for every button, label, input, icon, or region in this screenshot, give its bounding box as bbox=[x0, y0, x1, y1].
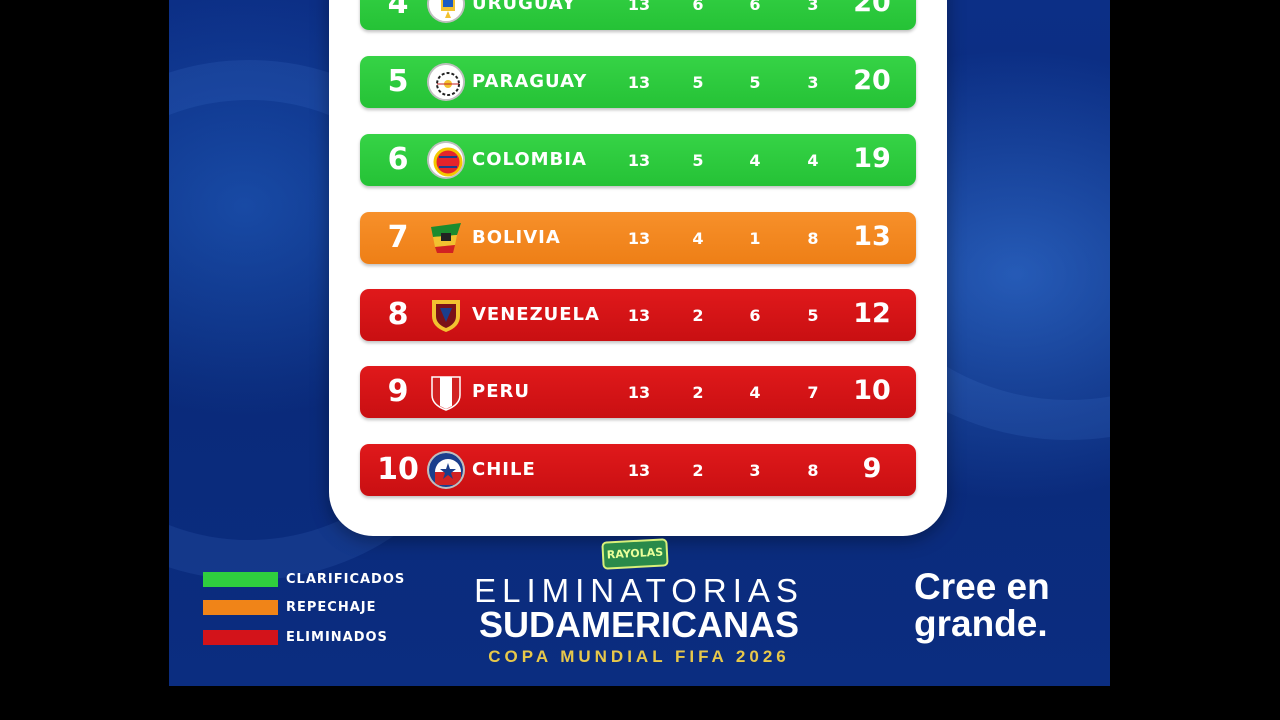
won: 2 bbox=[692, 383, 704, 402]
lost: 3 bbox=[807, 73, 819, 92]
drawn: 4 bbox=[749, 151, 761, 170]
won: 2 bbox=[692, 461, 704, 480]
drawn: 1 bbox=[749, 229, 761, 248]
position-number: 6 bbox=[387, 142, 409, 177]
team-name: COLOMBIA bbox=[472, 149, 587, 170]
won: 5 bbox=[692, 151, 704, 170]
legend-swatch-eliminados bbox=[203, 630, 278, 645]
bolivia-crest-icon bbox=[427, 219, 465, 257]
title-eliminatorias: ELIMINATORIAS bbox=[474, 572, 804, 609]
played: 13 bbox=[627, 0, 651, 14]
standings-graphic: 4 URUGUAY 13 6 6 3 20 5 PARAGUAY 13 5 5 … bbox=[169, 0, 1110, 686]
team-name: BOLIVIA bbox=[472, 227, 561, 248]
played: 13 bbox=[627, 461, 651, 480]
position-number: 5 bbox=[387, 64, 409, 99]
lost: 5 bbox=[807, 306, 819, 325]
won: 4 bbox=[692, 229, 704, 248]
colombia-crest-icon bbox=[427, 141, 465, 179]
points: 19 bbox=[853, 143, 891, 174]
won: 5 bbox=[692, 73, 704, 92]
points: 13 bbox=[853, 221, 891, 252]
lost: 7 bbox=[807, 383, 819, 402]
peru-crest-icon bbox=[427, 373, 465, 411]
lost: 4 bbox=[807, 151, 819, 170]
table-row: 7 BOLIVIA 13 4 1 8 13 bbox=[360, 212, 916, 264]
table-row: 4 URUGUAY 13 6 6 3 20 bbox=[360, 0, 916, 30]
played: 13 bbox=[627, 383, 651, 402]
played: 13 bbox=[627, 73, 651, 92]
points: 20 bbox=[853, 65, 891, 96]
position-number: 8 bbox=[387, 297, 409, 332]
team-name: PERU bbox=[472, 381, 530, 402]
team-name: VENEZUELA bbox=[472, 304, 600, 325]
title-sudamericanas: SUDAMERICANAS bbox=[478, 604, 799, 645]
position-number: 4 bbox=[387, 0, 409, 21]
paraguay-crest-icon bbox=[427, 63, 465, 101]
team-name: URUGUAY bbox=[472, 0, 577, 14]
legend-swatch-repechaje bbox=[203, 600, 278, 615]
venezuela-crest-icon bbox=[427, 296, 465, 334]
legend-label-clasificados: CLARIFICADOS bbox=[286, 572, 406, 587]
position-number: 10 bbox=[377, 452, 419, 487]
points: 9 bbox=[862, 453, 882, 484]
rayolas-logo: RAYOLAS bbox=[601, 538, 669, 570]
points: 10 bbox=[853, 375, 891, 406]
position-number: 9 bbox=[387, 374, 409, 409]
drawn: 6 bbox=[749, 0, 761, 14]
legend-swatch-clasificados bbox=[203, 572, 278, 587]
legend-label-eliminados: ELIMINADOS bbox=[286, 630, 388, 645]
team-name: PARAGUAY bbox=[472, 71, 588, 92]
table-row: 10 CHILE 13 2 3 8 9 bbox=[360, 444, 916, 496]
drawn: 6 bbox=[749, 306, 761, 325]
drawn: 3 bbox=[749, 461, 761, 480]
lost: 3 bbox=[807, 0, 819, 14]
drawn: 5 bbox=[749, 73, 761, 92]
slogan: Cree en grande. bbox=[914, 566, 1050, 644]
played: 13 bbox=[627, 229, 651, 248]
subtitle-copa-mundial: COPA MUNDIAL FIFA 2026 bbox=[488, 647, 790, 666]
played: 13 bbox=[627, 306, 651, 325]
won: 2 bbox=[692, 306, 704, 325]
table-row: 8 VENEZUELA 13 2 6 5 12 bbox=[360, 289, 916, 341]
uruguay-crest-icon bbox=[427, 0, 465, 23]
table-row: 9 PERU 13 2 4 7 10 bbox=[360, 366, 916, 418]
played: 13 bbox=[627, 151, 651, 170]
table-row: 6 COLOMBIA 13 5 4 4 19 bbox=[360, 134, 916, 186]
table-row: 5 PARAGUAY 13 5 5 3 20 bbox=[360, 56, 916, 108]
lost: 8 bbox=[807, 461, 819, 480]
position-number: 7 bbox=[387, 220, 409, 255]
team-name: CHILE bbox=[472, 459, 536, 480]
points: 20 bbox=[853, 0, 891, 18]
chile-crest-icon bbox=[427, 451, 465, 489]
won: 6 bbox=[692, 0, 704, 14]
legend-label-repechaje: REPECHAJE bbox=[286, 600, 377, 615]
lost: 8 bbox=[807, 229, 819, 248]
drawn: 4 bbox=[749, 383, 761, 402]
points: 12 bbox=[853, 298, 891, 329]
